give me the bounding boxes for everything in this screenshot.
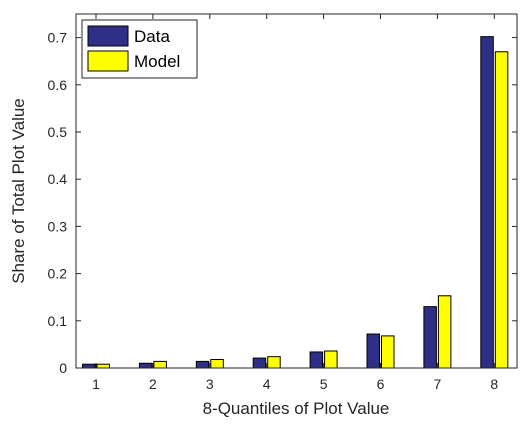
y-tick-label: 0.4 — [48, 171, 68, 187]
y-tick-label: 0.2 — [48, 266, 68, 282]
bar-model-5 — [324, 350, 338, 369]
bar-model-7 — [437, 295, 452, 369]
x-axis-label: 8-Quantiles of Plot Value — [203, 399, 390, 418]
ticks-layer: 0 0.1 0.2 0.3 0.4 0.5 0.6 0.7 1 2 3 4 5 6 7 8 — [48, 14, 517, 392]
x-tick-label: 3 — [206, 376, 214, 392]
x-tick-label: 6 — [377, 376, 385, 392]
bar-data-7 — [423, 306, 437, 369]
y-tick-label: 0.6 — [48, 77, 68, 93]
x-tick-label: 1 — [92, 376, 100, 392]
y-tick-label: 0.3 — [48, 218, 68, 234]
bar-model-1 — [96, 363, 110, 369]
x-tick-label: 4 — [263, 376, 271, 392]
bar-data-1 — [82, 363, 96, 369]
legend-label-data: Data — [134, 27, 170, 46]
y-tick-label: 0.1 — [48, 313, 68, 329]
bar-data-2 — [138, 362, 153, 369]
legend-swatch-model — [87, 50, 129, 72]
bar-data-5 — [309, 351, 324, 369]
bar-data-8 — [480, 36, 494, 369]
plot-frame — [75, 13, 518, 369]
bar-model-3 — [210, 359, 224, 369]
bar-model-2 — [153, 360, 167, 369]
legend: Data Model — [81, 19, 198, 79]
x-tick-label: 8 — [490, 376, 498, 392]
x-tick-label: 5 — [320, 376, 328, 392]
y-tick-label: 0.7 — [48, 30, 68, 46]
legend-swatch-data — [87, 25, 129, 47]
bar-data-3 — [195, 360, 210, 369]
bar-model-8 — [494, 51, 509, 369]
legend-label-model: Model — [134, 52, 180, 71]
bar-model-4 — [267, 356, 281, 369]
x-tick-label: 2 — [149, 376, 157, 392]
bar-model-6 — [381, 335, 395, 369]
x-tick-label: 7 — [434, 376, 442, 392]
y-tick-label: 0 — [59, 360, 67, 376]
bar-data-4 — [252, 357, 267, 369]
y-tick-label: 0.5 — [48, 124, 68, 140]
bar-data-6 — [366, 333, 380, 369]
y-axis-label: Share of Total Plot Value — [9, 98, 28, 284]
